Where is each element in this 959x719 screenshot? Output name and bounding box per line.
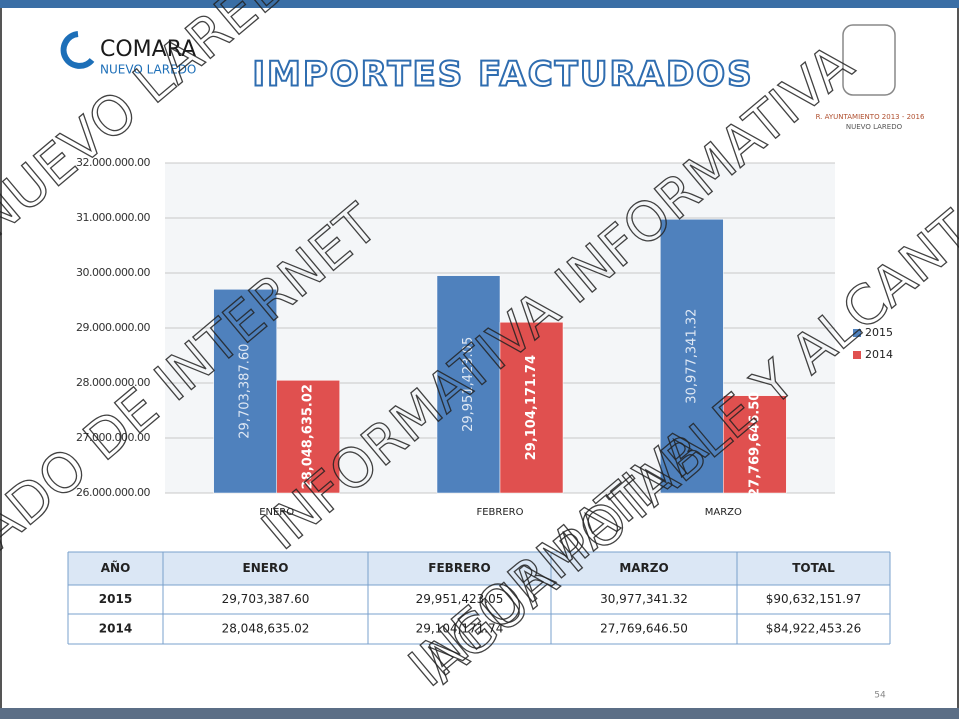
legend-label: 2015	[865, 326, 893, 339]
table-cell: $90,632,151.97	[766, 592, 861, 606]
table-cell: 28,048,635.02	[222, 622, 310, 636]
logo-mark	[60, 31, 95, 69]
bar	[276, 380, 340, 494]
value-label: 29,703,387.60	[238, 344, 253, 439]
table-cell: 27,769,646.50	[600, 622, 688, 636]
table-header: AÑO	[101, 560, 131, 575]
table-cell: 2014	[99, 622, 132, 636]
y-tick-label: 30.000.000.00	[76, 266, 150, 279]
value-label: 27,769,646.50	[747, 392, 762, 497]
bar	[499, 322, 564, 494]
top-bar	[0, 0, 959, 8]
logo-subtext: NUEVO LAREDO	[100, 63, 196, 77]
legend-label: 2014	[865, 348, 893, 361]
y-tick-label: 26.000.000.00	[76, 486, 150, 499]
table-header: FEBRERO	[428, 561, 490, 575]
bar	[660, 218, 724, 494]
gov-subtext: NUEVO LAREDO	[846, 123, 903, 131]
value-label: 29,951,423.05	[461, 337, 476, 432]
bottom-bar	[0, 708, 959, 719]
table-header: TOTAL	[792, 561, 835, 575]
legend-swatch	[853, 329, 861, 337]
table-header: MARZO	[619, 561, 668, 575]
table-cell: 29,703,387.60	[222, 592, 310, 606]
y-tick-label: 31.000.000.00	[76, 211, 150, 224]
table-header-bg	[68, 552, 890, 585]
table-cell: 30,977,341.32	[600, 592, 688, 606]
y-tick-label: 32.000.000.00	[76, 156, 150, 169]
value-label: 30,977,341.32	[684, 309, 699, 404]
bar	[723, 395, 787, 494]
table-header: ENERO	[243, 561, 289, 575]
y-tick-label: 28.000.000.00	[76, 376, 150, 389]
y-tick-label: 29.000.000.00	[76, 321, 150, 334]
x-tick-label: FEBRERO	[476, 507, 523, 518]
x-tick-label: MARZO	[705, 507, 742, 518]
legend-swatch	[853, 351, 861, 359]
value-label: 29,104,171.74	[524, 355, 539, 460]
bar	[213, 289, 277, 494]
table-cell: 29,951,423.05	[416, 592, 504, 606]
table-cell: 2015	[99, 592, 132, 606]
x-tick-label: ENERO	[259, 507, 294, 518]
logo-text: COMARA	[100, 37, 196, 62]
table-cell: $84,922,453.26	[766, 622, 861, 636]
gov-text: R. AYUNTAMIENTO 2013 - 2016	[816, 113, 925, 121]
crest	[842, 24, 896, 96]
page-number: 54	[874, 691, 886, 701]
table-cell: 29,104,171.74	[416, 622, 504, 636]
y-tick-label: 27.000.000.00	[76, 431, 150, 444]
bar	[436, 275, 501, 494]
slide-title: IMPORTES FACTURADOS	[252, 55, 753, 95]
value-label: 28,048,635.02	[301, 384, 316, 489]
